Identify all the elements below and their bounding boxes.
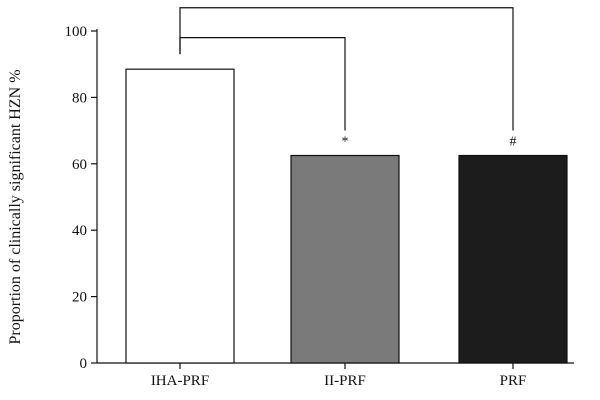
- x-tick-label: IHA-PRF: [151, 373, 209, 389]
- bar-ii-prf: [290, 154, 400, 364]
- comparison-brackets: [179, 7, 514, 131]
- y-tick-label: 60: [72, 157, 87, 173]
- x-tick-label: II-PRF: [324, 373, 366, 389]
- bars: [125, 68, 568, 364]
- bar-prf: [458, 154, 568, 364]
- y-tick-label: 40: [72, 223, 87, 239]
- significance-mark: #: [510, 135, 517, 150]
- y-tick-labels: 0 20 40 60 80 100: [65, 24, 88, 372]
- y-tick-label: 100: [65, 24, 88, 40]
- significance-marks: * #: [342, 135, 517, 150]
- significance-mark: *: [342, 135, 349, 150]
- x-tick-label: PRF: [500, 373, 527, 389]
- comparison-bracket: [179, 7, 514, 131]
- bar-iha-prf: [125, 68, 235, 364]
- x-tick-labels: IHA-PRF II-PRF PRF: [151, 373, 527, 389]
- y-tick-label: 0: [80, 356, 88, 372]
- y-axis-label: Proportion of clinically significant HZN…: [7, 69, 24, 344]
- y-tick-label: 20: [72, 290, 87, 306]
- y-tick-label: 80: [72, 90, 87, 106]
